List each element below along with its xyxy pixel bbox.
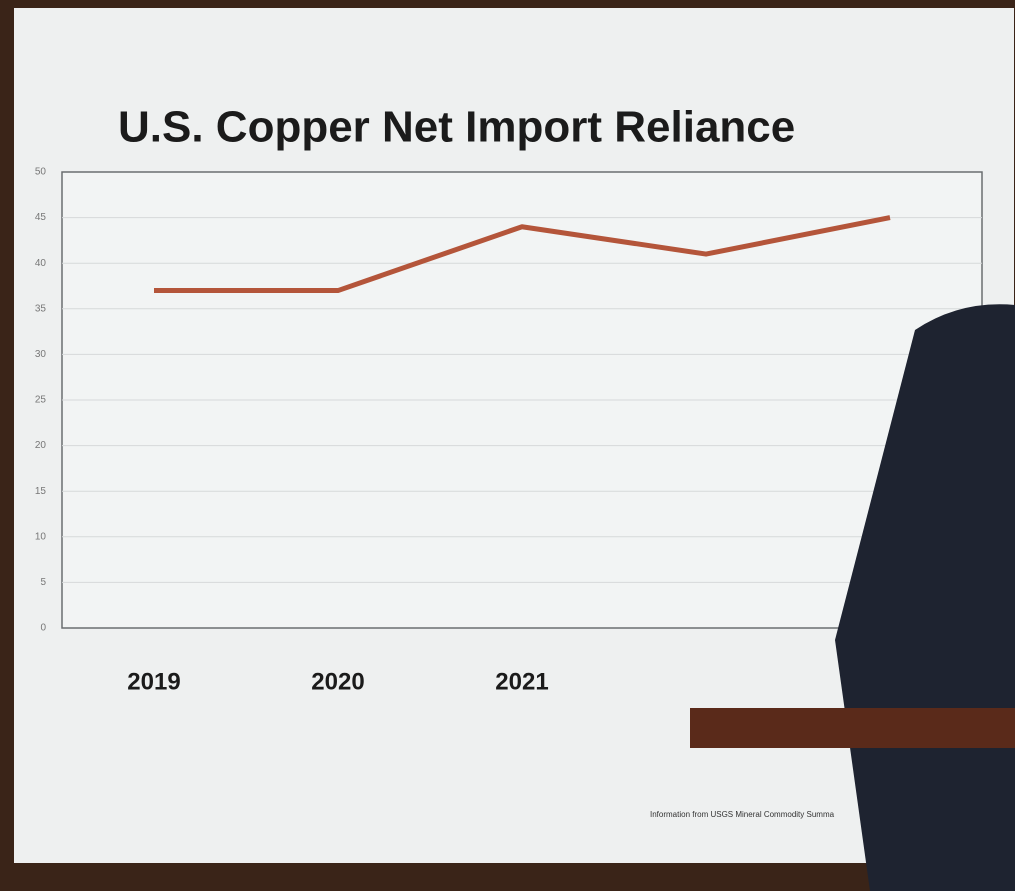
x-tick-label: 2020 <box>311 668 364 695</box>
y-tick-label: 20 <box>35 440 47 451</box>
y-tick-label: 5 <box>40 577 46 588</box>
podium <box>690 708 1015 748</box>
data-line <box>154 215 891 294</box>
y-tick-label: 15 <box>35 486 47 497</box>
source-note: Information from USGS Mineral Commodity … <box>650 810 835 819</box>
y-tick-label: 0 <box>40 623 46 634</box>
y-tick-label: 40 <box>35 258 47 269</box>
y-tick-label: 30 <box>35 349 47 360</box>
y-tick-label: 45 <box>35 212 47 223</box>
x-tick-label: 2021 <box>495 668 548 695</box>
y-tick-label: 35 <box>35 303 47 314</box>
y-tick-label: 10 <box>35 531 47 542</box>
y-tick-label: 25 <box>35 395 47 406</box>
y-tick-label: 50 <box>35 167 47 178</box>
x-tick-label: 2019 <box>127 668 180 695</box>
chart-title: U.S. Copper Net Import Reliance <box>118 103 795 152</box>
